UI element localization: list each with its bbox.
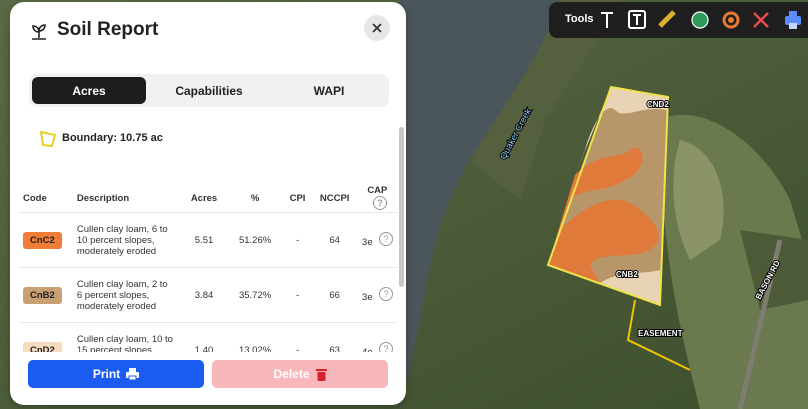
cell: CnC2	[18, 212, 72, 268]
soil-value: 51.26%	[238, 234, 272, 246]
cell: 3.84	[180, 267, 228, 323]
map-label: CND2	[647, 100, 669, 109]
cell: 51.26%	[227, 212, 283, 268]
tool-text-box[interactable]	[628, 10, 646, 29]
tool-print[interactable]	[785, 11, 801, 29]
soil-value: 64	[329, 234, 340, 246]
close-button[interactable]	[364, 15, 390, 41]
soil-value: 1.40	[194, 344, 214, 353]
column-header: Description	[76, 192, 130, 204]
soil-boundary	[546, 85, 691, 371]
soil-row: CnC2 Cullen clay loam, 6 to 10 percent sl…	[18, 212, 398, 268]
cell: 1.40	[180, 322, 228, 353]
soil-report-panel: Soil Report Acres Capabilities WAPI Boun…	[10, 2, 406, 405]
soil-value: 3.84	[194, 289, 214, 301]
soil-icon	[32, 24, 46, 40]
soil-code: CnC2	[23, 231, 62, 249]
scrollbar[interactable]	[399, 127, 404, 287]
toolbar: Tools	[549, 2, 808, 38]
soil-code: CnD2	[23, 341, 62, 352]
cell: 63	[312, 322, 357, 353]
cell: -	[282, 212, 313, 268]
boundary-size: Boundary: 10.75 ac	[62, 132, 163, 144]
cell: 3e?	[356, 212, 398, 268]
cell: 5.51	[180, 212, 228, 268]
help-icon[interactable]: ?	[378, 287, 393, 301]
cell: Cullen clay loam, 6 to 10 percent slopes…	[71, 212, 181, 268]
column-header: NCCPI	[319, 192, 350, 204]
soil-row: CnB2 Cullen clay loam, 2 to 6 percent slo…	[18, 267, 398, 323]
print-button[interactable]: Print	[28, 360, 204, 388]
soil-value: 5.51	[194, 234, 214, 246]
cell: 66	[312, 267, 357, 323]
soil-value: 3e	[362, 237, 373, 248]
panel-title: Soil Report	[57, 19, 159, 40]
svg-text:?: ?	[378, 198, 384, 208]
boundary-icon	[39, 130, 57, 148]
cell: -	[282, 322, 313, 353]
soil-description: Cullen clay loam, 10 to 15 percent slope…	[76, 333, 173, 353]
cell: CnB2	[18, 267, 72, 323]
report-scroll: Boundary: 10.75 ac Code Description Acres%…	[10, 120, 398, 352]
print-label: Print	[92, 367, 121, 381]
cell: CnD2	[18, 322, 72, 352]
soil-value: -	[295, 289, 300, 301]
soil-value: 13.02%	[238, 344, 272, 353]
svg-text:?: ?	[383, 234, 388, 244]
column-header: %	[250, 192, 260, 204]
soil-table: Code Description Acres% CPI NCCPI CAP? CnC2 Cul…	[18, 184, 398, 352]
tab-bar: Acres Capabilities WAPI	[29, 74, 389, 107]
tool-circle[interactable]	[722, 11, 740, 29]
soil-value: -	[295, 344, 300, 353]
column-header: CPI	[289, 192, 306, 204]
cell: Cullen clay loam, 2 to 6 percent slopes,…	[71, 267, 181, 323]
tab[interactable]: Capabilities	[175, 83, 243, 98]
delete-label: Delete	[273, 367, 310, 381]
tool-globe[interactable]	[691, 11, 709, 29]
help-icon[interactable]: ?	[378, 342, 393, 352]
soil-row: CnD2 Cullen clay loam, 10 to 15 percent s…	[18, 322, 398, 353]
toolbar-label: Tools	[565, 13, 594, 25]
soil-value: 4e	[362, 347, 373, 352]
tool-cut[interactable]	[753, 12, 769, 28]
soil-value: 3e	[362, 292, 373, 303]
column-header: CAP?	[367, 184, 388, 210]
column-header: Code	[23, 192, 47, 204]
cell: 35.72%	[227, 267, 283, 323]
soil-description: Cullen clay loam, 2 to 6 percent slopes,…	[76, 278, 168, 312]
cell: 13.02%	[227, 322, 283, 353]
cell: 64	[312, 212, 357, 268]
column-header: Acres	[190, 192, 218, 204]
soil-value: 35.72%	[238, 289, 272, 301]
map-label: EASEMENT	[638, 329, 683, 338]
soil-description: Cullen clay loam, 6 to 10 percent slopes…	[76, 223, 168, 257]
tool-icons	[601, 10, 801, 29]
cell: Cullen clay loam, 10 to 15 percent slope…	[71, 322, 181, 353]
tab[interactable]: Acres	[32, 77, 146, 104]
soil-code: CnB2	[23, 286, 62, 304]
soil-value: 66	[329, 289, 340, 301]
cell: 4e?	[356, 322, 398, 352]
map-label: CNB2	[616, 270, 638, 279]
cell: 3e?	[356, 267, 398, 323]
soil-value: -	[295, 234, 300, 246]
svg-text:?: ?	[383, 289, 388, 299]
svg-text:?: ?	[383, 344, 388, 352]
tab[interactable]: WAPI	[313, 83, 345, 98]
tool-measure[interactable]	[658, 10, 676, 28]
help-icon[interactable]: ?	[378, 232, 393, 246]
tool-text[interactable]	[601, 12, 613, 28]
soil-value: 63	[329, 344, 340, 353]
help-icon[interactable]: ?	[373, 195, 388, 210]
delete-button[interactable]: Delete	[212, 360, 388, 388]
cell: -	[282, 267, 313, 323]
